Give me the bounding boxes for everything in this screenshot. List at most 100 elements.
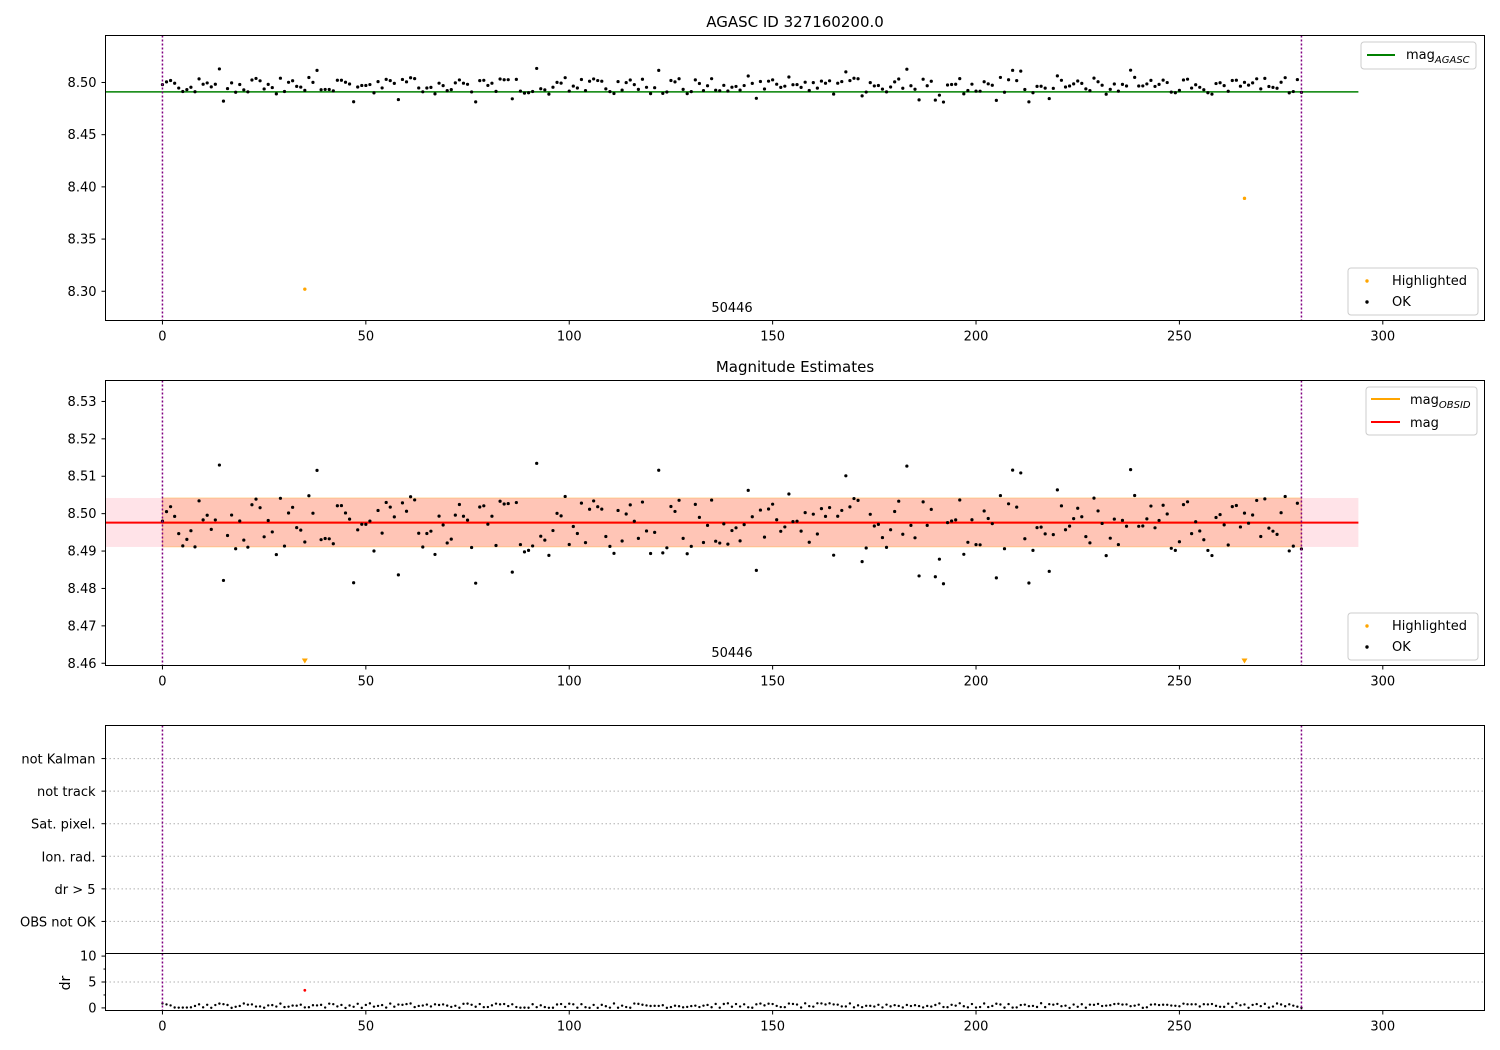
ok-point [876,522,880,526]
ok-point [311,80,315,84]
dr-point [881,1006,884,1009]
dr-point [1133,1004,1136,1007]
ok-point [535,66,539,71]
ok-point [278,496,283,500]
dr-point [1296,1005,1299,1008]
legend-highlighted-label: Highlighted [1392,619,1467,634]
dr-point [714,1002,717,1006]
ok-point [661,91,665,96]
ok-point [905,67,909,71]
dr-point [1015,1006,1018,1009]
ok-point [1035,526,1039,530]
dr-point [799,1006,803,1009]
dr-point [450,1005,453,1009]
dr-point [1267,1006,1271,1009]
ok-point [583,540,588,545]
dr-point [1198,1005,1201,1008]
ok-point [555,80,559,84]
dr-point [812,1005,815,1008]
dr-point [527,1006,530,1009]
ok-point [925,84,929,88]
ok-point [1161,78,1165,82]
ok-point [1072,82,1076,86]
dr-point [563,1005,567,1009]
ok-point [909,523,913,527]
ok-point [478,505,482,509]
dr-point [1161,1003,1165,1006]
ok-point [950,519,954,523]
dr-point [1243,1003,1246,1006]
ok-point [1251,81,1255,85]
ok-point [213,82,217,86]
ok-point [266,82,270,86]
ok-point [1271,85,1275,89]
dr-point [376,1004,380,1008]
dr-point [767,1002,770,1005]
dr-point [336,1005,339,1008]
ok-point [526,548,531,552]
ok-point [270,530,274,534]
ok-point [1295,501,1299,505]
dr-point [787,1002,791,1005]
ok-point [242,88,246,92]
ok-point [616,79,620,84]
ok-point [384,77,388,81]
ok-point [217,463,221,467]
ok-point [510,97,514,101]
ok-point [1031,91,1035,95]
dr-point [702,1004,705,1007]
dr-point [210,1006,213,1010]
ok-point [1161,503,1165,507]
dr-highlighted-point [303,988,307,992]
dr-point [389,1002,392,1005]
dr-point [238,1004,241,1008]
ok-point [616,508,620,513]
dr-point [1157,1003,1161,1007]
dr-point [531,1003,534,1006]
dr-point [311,1004,315,1007]
ok-point [844,474,848,478]
legend-ok-marker [1365,300,1369,304]
ok-point [1108,536,1112,540]
ok-point [1124,84,1129,88]
ok-point [1023,537,1027,541]
ok-point [352,100,356,104]
dr-point [287,1005,290,1008]
dr-point [1292,1004,1295,1007]
dr-point [987,1005,990,1009]
dr-point [547,1006,551,1010]
ok-point [876,83,880,88]
dr-point [1035,1005,1039,1009]
ok-point [644,529,649,533]
ok-point [872,524,876,528]
dr-point [201,1006,205,1009]
dr-point [328,1002,331,1005]
ok-point [1283,76,1287,80]
y-tick-label: 8.45 [68,128,97,143]
ok-point [311,511,315,515]
ok-point [380,531,384,535]
ok-point [913,536,917,540]
ok-point [1043,86,1047,90]
dr-point [393,1005,396,1008]
ok-point [832,92,836,96]
ok-point [1255,498,1259,503]
ok-point [1141,84,1145,88]
ok-point [608,544,612,548]
ok-point [181,89,185,94]
dr-point [893,1003,896,1007]
ok-point [1181,503,1186,507]
ok-point [234,90,238,94]
dr-point [1011,1006,1014,1009]
dr-point [344,1006,347,1010]
dr-point [234,1005,237,1008]
ok-point [1234,78,1238,82]
dr-point [1271,1005,1275,1008]
ok-point [421,545,425,549]
ok-point [1096,509,1100,513]
ok-point [1165,80,1169,85]
ok-point [1242,80,1247,84]
dr-point [649,1004,652,1008]
ok-point [494,89,498,93]
ok-point [1006,78,1011,82]
